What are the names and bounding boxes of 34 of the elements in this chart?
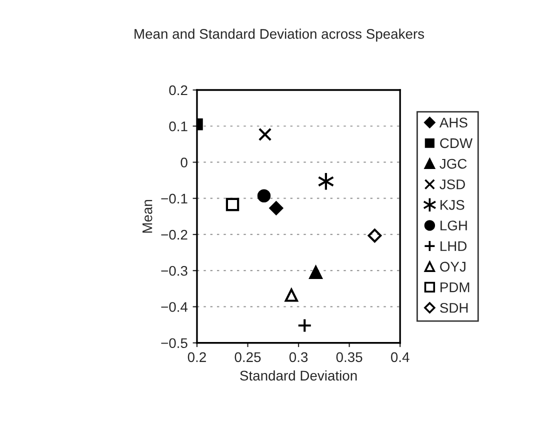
y-tick-label: 0 bbox=[180, 158, 188, 168]
point bbox=[258, 128, 272, 142]
point bbox=[309, 266, 322, 280]
legend-label: CDW bbox=[440, 138, 473, 148]
y-axis-title: Mean bbox=[142, 200, 152, 233]
y-tick-label: −0.5 bbox=[161, 338, 188, 348]
x-tick-label: 0.25 bbox=[234, 352, 261, 362]
legend-label: AHS bbox=[439, 118, 468, 128]
x-tick-label: 0.2 bbox=[188, 352, 206, 362]
legend-label: OYJ bbox=[440, 262, 466, 272]
legend-label: PDM bbox=[440, 282, 470, 292]
point bbox=[284, 288, 298, 302]
chart-title: Mean and Standard Deviation across Speakers bbox=[134, 28, 424, 42]
legend-label: JSD bbox=[440, 179, 465, 190]
legend-label: JGC bbox=[440, 158, 467, 169]
point bbox=[297, 318, 312, 333]
x-tick-label: 0.35 bbox=[336, 352, 362, 362]
legend-label: SDH bbox=[440, 302, 468, 313]
y-tick-label: −0.4 bbox=[161, 302, 188, 312]
point bbox=[368, 228, 382, 243]
x-tick-label: 0.4 bbox=[390, 352, 410, 362]
legend-label: LHD bbox=[440, 241, 467, 251]
y-tick-label: −0.2 bbox=[161, 230, 188, 240]
legend-label: KJS bbox=[440, 200, 464, 210]
y-tick-label: −0.3 bbox=[161, 266, 188, 276]
point bbox=[269, 201, 284, 216]
point bbox=[257, 189, 271, 202]
y-tick-label: 0.1 bbox=[169, 121, 188, 132]
x-axis-title: Standard Deviation bbox=[240, 370, 357, 381]
x-tick-label: 0.3 bbox=[289, 352, 308, 362]
legend-label: LGH bbox=[440, 220, 467, 230]
point bbox=[226, 198, 240, 212]
y-tick-label: 0.2 bbox=[169, 85, 188, 96]
y-tick-label: −0.1 bbox=[161, 194, 188, 204]
